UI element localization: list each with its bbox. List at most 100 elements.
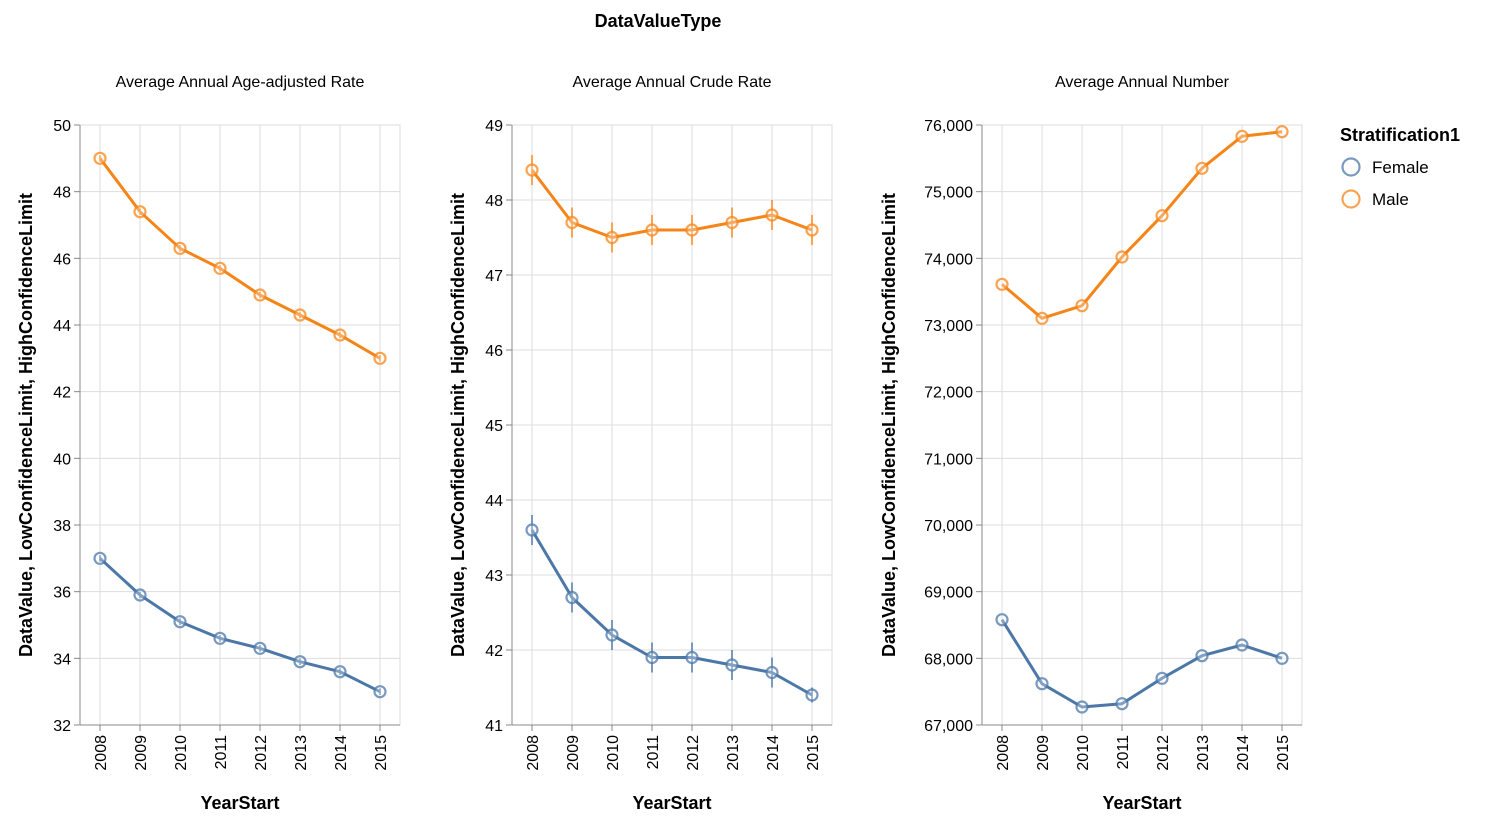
y-tick-label: 48 — [53, 185, 71, 202]
y-tick-label: 50 — [53, 118, 71, 135]
x-tick-label: 2014 — [333, 735, 350, 771]
chart-panel: Average Annual Number 67,000 68,000 69,000 7… — [879, 74, 1303, 813]
y-tick-label: 42 — [485, 643, 503, 660]
y-tick-label: 32 — [53, 718, 71, 735]
data-point — [253, 641, 267, 655]
y-tick-label: 70,000 — [924, 518, 973, 535]
x-tick-label: 2008 — [995, 735, 1012, 771]
data-point — [1035, 311, 1049, 325]
y-axis-title: DataValue, LowConfidenceLimit, HighConfi… — [448, 193, 468, 657]
y-tick-label: 73,000 — [924, 318, 973, 335]
y-tick-label: 45 — [485, 418, 503, 435]
x-tick-label: 2009 — [565, 735, 582, 771]
x-tick-label: 2008 — [93, 735, 110, 771]
x-tick-label: 2012 — [1155, 735, 1172, 771]
data-point — [565, 590, 579, 605]
data-point — [1075, 299, 1089, 313]
y-tick-label: 40 — [53, 451, 71, 468]
x-tick-label: 2010 — [173, 735, 190, 771]
data-point — [93, 151, 107, 165]
data-point — [133, 588, 147, 602]
data-point — [765, 208, 779, 222]
x-tick-label: 2010 — [1075, 735, 1092, 771]
data-point — [173, 615, 187, 629]
series-female — [93, 551, 387, 699]
series-line — [530, 169, 813, 239]
series-line — [98, 157, 381, 360]
data-point — [333, 328, 347, 342]
facet-title: Average Annual Crude Rate — [573, 74, 772, 91]
x-tick-label: 2009 — [1035, 735, 1052, 771]
data-point — [293, 655, 307, 669]
y-tick-label: 49 — [485, 118, 503, 135]
data-point — [605, 230, 619, 245]
y-tick-label: 75,000 — [924, 185, 973, 202]
data-point — [1235, 129, 1249, 143]
data-point — [1115, 250, 1129, 264]
data-point — [1155, 671, 1169, 685]
x-tick-label: 2010 — [605, 735, 622, 771]
facet-title: Average Annual Number — [1055, 74, 1230, 91]
legend-symbol-male — [1341, 189, 1361, 209]
series-female — [995, 613, 1289, 714]
data-point — [1275, 125, 1289, 139]
data-point — [373, 351, 387, 365]
data-point — [1075, 700, 1089, 714]
x-tick-label: 2012 — [253, 735, 270, 771]
y-tick-label: 46 — [485, 343, 503, 360]
legend-title: Stratification1 — [1340, 125, 1460, 145]
y-tick-label: 41 — [485, 718, 503, 735]
y-tick-label: 38 — [53, 518, 71, 535]
y-tick-label: 34 — [53, 651, 71, 668]
data-point — [1115, 697, 1129, 711]
x-tick-label: 2013 — [293, 735, 310, 771]
series-male — [525, 155, 819, 253]
data-point — [1035, 677, 1049, 691]
x-tick-label: 2013 — [1195, 735, 1212, 771]
data-point — [805, 223, 819, 237]
y-tick-label: 72,000 — [924, 385, 973, 402]
legend: Stratification1 Female Male — [1340, 125, 1460, 209]
x-tick-label: 2008 — [525, 735, 542, 771]
y-tick-label: 48 — [485, 193, 503, 210]
y-tick-label: 42 — [53, 385, 71, 402]
data-point — [765, 665, 779, 680]
series-male — [93, 151, 387, 365]
x-tick-label: 2011 — [213, 735, 230, 770]
legend-label-male: Male — [1372, 190, 1409, 209]
x-axis-title: YearStart — [1102, 793, 1181, 813]
y-tick-label: 71,000 — [924, 451, 973, 468]
y-tick-label: 68,000 — [924, 651, 973, 668]
y-tick-label: 36 — [53, 585, 71, 602]
data-point — [645, 223, 659, 237]
y-axis-title: DataValue, LowConfidenceLimit, HighConfi… — [879, 193, 899, 657]
series-female — [525, 515, 819, 703]
data-point — [373, 685, 387, 699]
data-point — [133, 205, 147, 219]
y-tick-label: 47 — [485, 268, 503, 285]
data-point — [213, 261, 227, 275]
data-point — [293, 308, 307, 322]
data-point — [1195, 649, 1209, 663]
x-tick-label: 2011 — [645, 735, 662, 770]
data-point — [1275, 651, 1289, 665]
data-point — [1195, 161, 1209, 175]
data-point — [605, 628, 619, 642]
series-male — [995, 125, 1289, 325]
x-tick-label: 2015 — [373, 735, 390, 771]
legend-symbol-female — [1341, 157, 1361, 177]
x-tick-label: 2009 — [133, 735, 150, 771]
data-point — [1235, 638, 1249, 652]
data-point — [685, 650, 699, 665]
x-tick-label: 2015 — [805, 735, 822, 771]
series-line — [1000, 618, 1283, 709]
data-point — [685, 223, 699, 237]
chart-panel: Average Annual Crude Rate 41 42 43 44 45 46 47 4… — [448, 74, 833, 813]
series-line — [1001, 130, 1283, 320]
data-point — [1155, 209, 1169, 223]
plot-frame — [981, 124, 1303, 726]
data-point — [333, 665, 347, 679]
y-tick-label: 69,000 — [924, 585, 973, 602]
